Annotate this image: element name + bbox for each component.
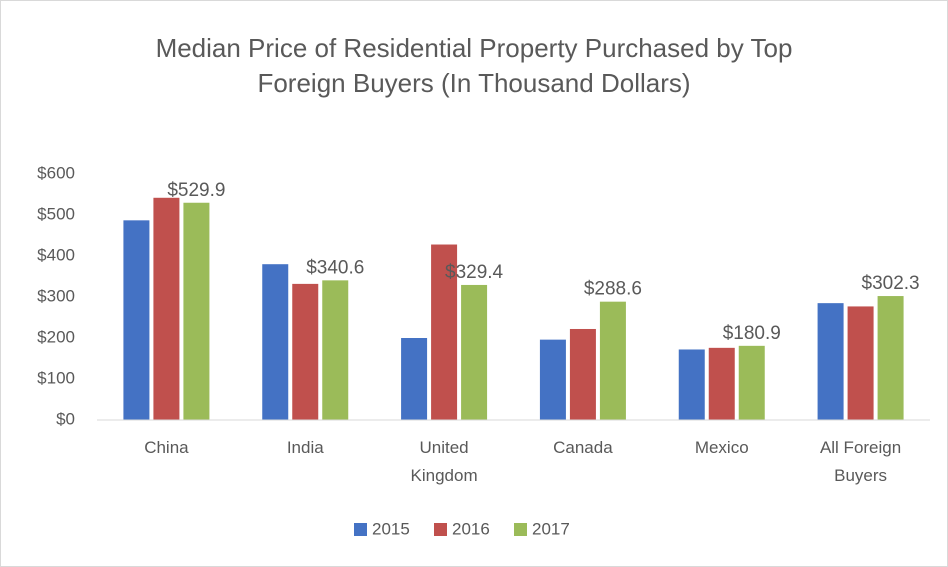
- bar: [262, 264, 289, 420]
- bar: [183, 202, 210, 420]
- x-tick-label: Canada: [553, 438, 613, 457]
- bar: [738, 345, 765, 420]
- bar: [847, 306, 874, 420]
- x-tick-label: Mexico: [695, 438, 749, 457]
- bar: [708, 347, 735, 420]
- data-label: $302.3: [862, 273, 920, 294]
- bar: [817, 303, 844, 420]
- bar: [877, 296, 904, 420]
- y-tick-label: $300: [37, 286, 75, 305]
- x-tick-label: China: [144, 438, 189, 457]
- x-tick-label: India: [287, 438, 324, 457]
- y-tick-label: $500: [37, 204, 75, 223]
- y-tick-label: $100: [37, 368, 75, 387]
- data-label: $329.4: [445, 262, 504, 283]
- bar: [599, 301, 626, 420]
- bar: [539, 339, 566, 420]
- x-tick-label: United Kingdom: [411, 438, 478, 485]
- data-label: $340.6: [306, 257, 364, 278]
- legend-swatch: [354, 523, 367, 536]
- bar: [678, 349, 705, 420]
- bar: [322, 280, 349, 420]
- x-tick-label: All Foreign Buyers: [820, 438, 901, 485]
- bar: [153, 197, 180, 420]
- bar: [431, 244, 458, 420]
- legend-label: 2017: [532, 519, 570, 538]
- y-tick-label: $0: [56, 409, 75, 428]
- bar: [461, 284, 488, 420]
- data-label: $180.9: [723, 323, 781, 344]
- bar: [292, 283, 319, 420]
- data-label: $529.9: [167, 180, 225, 201]
- data-label: $288.6: [584, 279, 642, 300]
- chart-title: Median Price of Residential Property Pur…: [156, 33, 793, 98]
- legend-label: 2015: [372, 519, 410, 538]
- y-tick-label: $400: [37, 245, 75, 264]
- bar: [123, 220, 150, 420]
- legend-label: 2016: [452, 519, 490, 538]
- bar: [569, 328, 596, 420]
- bar: [401, 338, 428, 420]
- y-tick-label: $600: [37, 163, 75, 182]
- legend-swatch: [434, 523, 447, 536]
- legend-swatch: [514, 523, 527, 536]
- y-tick-label: $200: [37, 327, 75, 346]
